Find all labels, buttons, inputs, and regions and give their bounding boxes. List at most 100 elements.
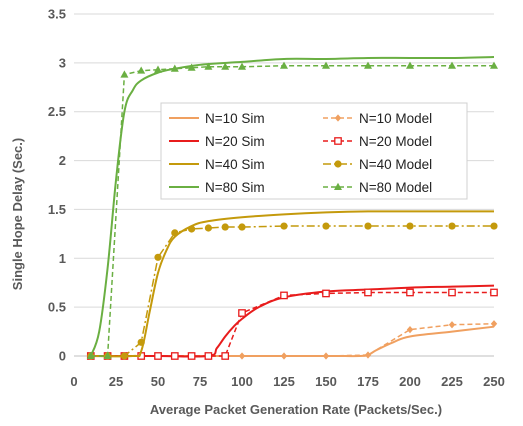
data-point [280, 352, 288, 360]
series-layer [86, 55, 498, 360]
series-5 [87, 222, 498, 360]
data-point [187, 352, 196, 360]
legend-label: N=20 Model [359, 134, 432, 149]
data-point [103, 351, 112, 359]
series-2 [90, 284, 495, 358]
data-point [280, 222, 288, 230]
data-point [170, 64, 179, 72]
data-point [406, 326, 414, 334]
legend-entry: N=10 Model [323, 111, 432, 126]
data-point [187, 63, 196, 71]
y-tick-label: 2 [59, 153, 66, 168]
legend-entry: N=40 Model [323, 157, 432, 172]
legend-entry: N=80 Model [323, 180, 432, 195]
y-tick-label: 0 [59, 349, 66, 364]
data-point [120, 70, 129, 78]
data-point [280, 61, 288, 69]
series-line [90, 210, 494, 358]
data-point [154, 253, 162, 261]
y-tick-label: 0.5 [48, 300, 66, 315]
data-point [490, 222, 498, 230]
x-tick-label: 225 [441, 374, 463, 389]
data-point [364, 222, 372, 230]
y-tick-label: 3.5 [48, 7, 66, 22]
x-tick-label: 125 [273, 374, 295, 389]
y-tick-label: 3 [59, 55, 66, 70]
data-point [170, 352, 179, 360]
data-point [238, 309, 246, 317]
x-axis-title: Average Packet Generation Rate (Packets/… [150, 402, 442, 417]
data-point [448, 61, 456, 69]
series-line [90, 225, 494, 357]
x-tick-label: 25 [109, 374, 123, 389]
data-point [154, 352, 162, 360]
data-point [322, 352, 330, 360]
legend-marker [334, 182, 342, 190]
x-tick-label: 175 [357, 374, 379, 389]
x-tick-label: 150 [315, 374, 337, 389]
data-point [238, 62, 246, 70]
data-point [406, 61, 414, 69]
data-point [238, 352, 246, 360]
data-point [171, 229, 179, 237]
x-tick-label: 250 [483, 374, 505, 389]
legend-marker [334, 160, 342, 168]
data-point [204, 224, 212, 232]
legend-entry: N=10 Sim [169, 111, 265, 126]
data-point [86, 351, 95, 359]
data-point [322, 61, 330, 69]
legend-entry: N=20 Model [323, 134, 432, 149]
data-point [364, 351, 372, 359]
data-point [120, 352, 128, 360]
legend-label: N=40 Sim [205, 157, 265, 172]
data-point [448, 222, 456, 230]
data-point [204, 62, 213, 70]
x-tick-label: 200 [399, 374, 421, 389]
legend-box [160, 102, 468, 200]
data-point [490, 288, 498, 297]
series-7 [86, 61, 498, 359]
legend-label: N=10 Model [359, 111, 432, 126]
legend-label: N=80 Model [359, 180, 432, 195]
series-line [90, 284, 495, 358]
y-tick-label: 1 [59, 251, 66, 266]
legend-marker [334, 137, 342, 145]
data-point [154, 65, 162, 73]
legend-label: N=10 Sim [205, 111, 265, 126]
data-point [322, 222, 330, 230]
y-axis-title: Single Hope Delay (Sec.) [10, 138, 25, 290]
y-tick-label: 2.5 [48, 104, 66, 119]
series-6 [89, 55, 495, 357]
data-point [137, 338, 145, 346]
data-point [137, 66, 146, 74]
legend-marker [334, 114, 342, 122]
data-point [280, 291, 288, 300]
legend-label: N=40 Model [359, 157, 432, 172]
series-line [89, 55, 495, 357]
x-tick-label: 100 [231, 374, 253, 389]
x-tick-label: 75 [193, 374, 207, 389]
legend-label: N=20 Sim [205, 134, 265, 149]
data-point [221, 62, 230, 70]
series-line [90, 323, 495, 357]
legend-entry: N=80 Sim [169, 180, 265, 195]
x-tick-labels: 0 25 50 75 100 125 150 175 200 225 250 [70, 374, 504, 389]
y-tick-labels: 0 0.5 1 1.5 2 2.5 3 3.5 [48, 7, 66, 364]
data-point [448, 288, 456, 297]
y-tick-label: 1.5 [48, 202, 66, 217]
legend-label: N=80 Sim [205, 180, 265, 195]
data-point [490, 61, 498, 69]
legend: N=10 Sim N=10 Model N=20 Sim N=20 Model N=40… [160, 102, 468, 200]
data-point [221, 352, 230, 360]
data-point [364, 61, 372, 69]
data-point [204, 352, 213, 360]
legend-entry: N=40 Sim [169, 157, 265, 172]
data-point [188, 225, 196, 233]
x-tick-label: 0 [70, 374, 77, 389]
series-line [90, 65, 494, 357]
legend-entry: N=20 Sim [169, 134, 265, 149]
data-point [448, 321, 456, 329]
series-4 [90, 210, 494, 358]
data-point [221, 223, 229, 231]
data-point [364, 288, 372, 297]
